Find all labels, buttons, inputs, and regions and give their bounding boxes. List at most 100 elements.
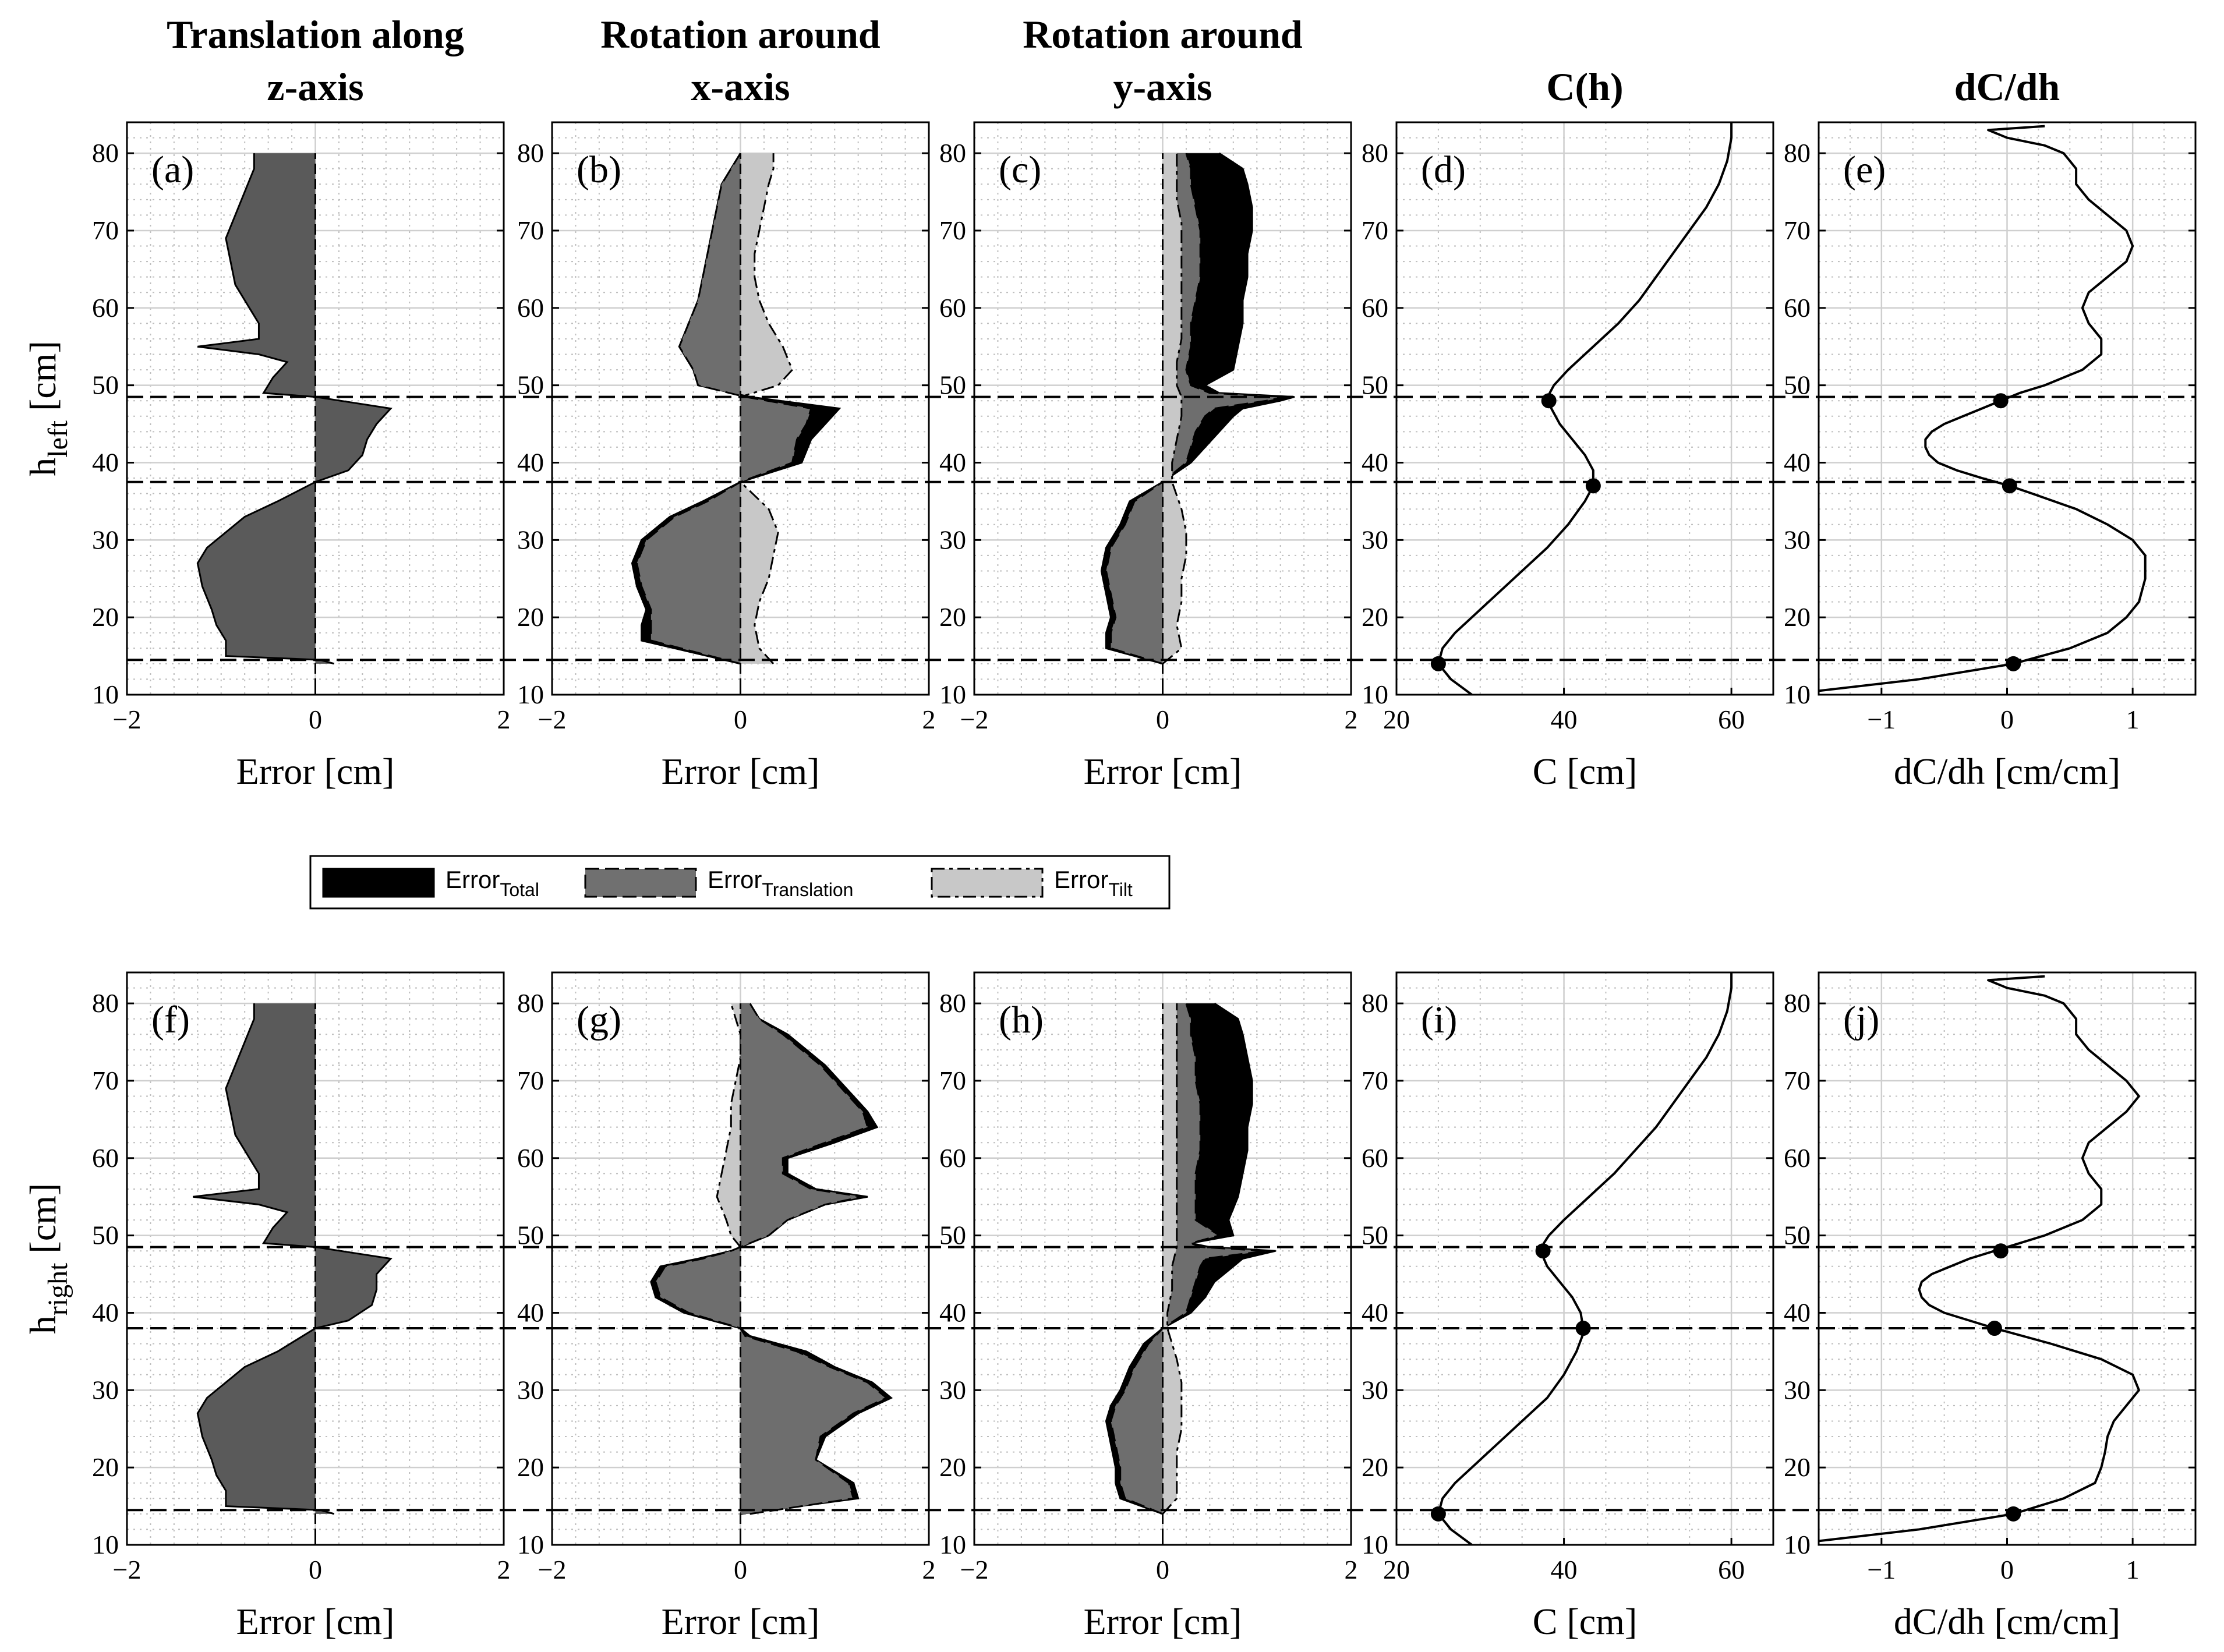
plot-area — [1396, 972, 1773, 1545]
x-tick-label: −2 — [538, 1555, 567, 1584]
y-tick-label: 60 — [517, 293, 544, 323]
y-tick-label: 70 — [517, 1066, 544, 1095]
y-tick-label: 20 — [92, 1452, 119, 1482]
y-tick-label: 30 — [1784, 1375, 1811, 1405]
legend-label-sub: Total — [500, 879, 539, 900]
x-axis-label: dC/dh [cm/cm] — [1894, 751, 2120, 792]
y-tick-label: 70 — [939, 215, 966, 245]
x-tick-label: 0 — [2000, 1555, 2014, 1584]
outline-total — [1100, 152, 1295, 665]
x-tick-label: 0 — [2000, 705, 2014, 734]
x-tick-label: 0 — [1156, 1555, 1169, 1584]
y-tick-label: 10 — [92, 680, 119, 709]
y-tick-label: 10 — [517, 1530, 544, 1559]
y-tick-label: 40 — [1362, 447, 1388, 477]
curve-line — [1437, 972, 1733, 1545]
x-tick-label: 2 — [922, 1555, 936, 1584]
ylabel-unit: [cm] — [22, 1183, 63, 1263]
x-tick-label: −2 — [538, 705, 567, 734]
critical-point — [2006, 656, 2021, 671]
x-tick-label: 60 — [1718, 705, 1745, 734]
y-tick-label: 20 — [1784, 1452, 1811, 1482]
column-title-1-line2: z-axis — [267, 65, 363, 109]
y-tick-label: 40 — [1784, 447, 1811, 477]
panel-label: (c) — [999, 148, 1041, 191]
x-axis-label: Error [cm] — [1084, 751, 1242, 792]
area-translation — [1106, 153, 1285, 664]
x-tick-label: 2 — [1345, 705, 1358, 734]
x-tick-label: −1 — [1867, 1555, 1896, 1584]
x-tick-label: −2 — [113, 1555, 142, 1584]
x-tick-label: 2 — [1345, 1555, 1358, 1584]
y-tick-label: 20 — [517, 1452, 544, 1482]
critical-point — [1535, 1243, 1551, 1259]
row-2-ylabel-text: hright [cm] — [22, 1183, 73, 1334]
x-tick-label: 40 — [1551, 1555, 1578, 1584]
y-tick-label: 40 — [92, 1297, 119, 1327]
y-tick-label: 70 — [1784, 215, 1811, 245]
axes-frame — [1395, 121, 1774, 696]
x-axis-label: Error [cm] — [662, 1601, 820, 1642]
x-axis-label: Error [cm] — [1084, 1601, 1242, 1642]
y-tick-label: 20 — [939, 1452, 966, 1482]
axes-frame — [1395, 971, 1774, 1546]
y-tick-label: 30 — [1362, 1375, 1388, 1405]
x-axis-label: C [cm] — [1533, 1601, 1638, 1642]
y-tick-label: 70 — [1362, 215, 1388, 245]
ylabel-main: h — [22, 1315, 63, 1334]
y-tick-label: 40 — [517, 447, 544, 477]
x-tick-label: −1 — [1867, 705, 1896, 734]
y-tick-label: 80 — [92, 988, 119, 1018]
column-title-5: dC/dh — [1954, 65, 2060, 109]
y-tick-label: 10 — [1784, 1530, 1811, 1559]
critical-point — [1541, 393, 1557, 409]
critical-point — [1430, 656, 1446, 671]
y-tick-label: 80 — [1362, 988, 1388, 1018]
data-layer — [1100, 152, 1295, 689]
panel-label: (a) — [151, 148, 194, 191]
y-tick-label: 80 — [517, 138, 544, 168]
y-tick-label: 20 — [517, 602, 544, 632]
y-tick-label: 70 — [1362, 1066, 1388, 1095]
y-tick-label: 60 — [92, 1143, 119, 1173]
legend-label-sub: Tilt — [1108, 879, 1133, 900]
outline-tilt — [1162, 1003, 1183, 1515]
column-title-2-line2: x-axis — [691, 65, 790, 109]
x-tick-label: 2 — [497, 705, 511, 734]
critical-point — [1430, 1506, 1446, 1522]
outline-translation — [196, 153, 393, 665]
area-translation — [193, 1003, 391, 1514]
y-tick-label: 50 — [939, 370, 966, 400]
y-tick-label: 50 — [1784, 1221, 1811, 1250]
legend-label-translation: ErrorTranslation — [708, 866, 853, 900]
legend-label-main: Error — [445, 866, 500, 893]
outline-total — [1105, 1002, 1276, 1515]
y-tick-label: 80 — [1784, 138, 1811, 168]
x-tick-label: 40 — [1551, 705, 1578, 734]
y-tick-label: 50 — [939, 1221, 966, 1250]
y-tick-label: 30 — [939, 525, 966, 554]
legend: ErrorTotal ErrorTranslation ErrorTilt — [309, 855, 1171, 910]
y-tick-label: 60 — [517, 1143, 544, 1173]
x-tick-label: 2 — [922, 705, 936, 734]
grid — [1818, 972, 2196, 1546]
y-tick-label: 80 — [517, 988, 544, 1018]
y-tick-label: 30 — [92, 1375, 119, 1405]
legend-swatch-tilt — [931, 868, 1044, 898]
x-tick-label: 0 — [309, 705, 322, 734]
panel-label: (h) — [999, 999, 1044, 1041]
column-title-1: Translation along — [167, 12, 464, 56]
x-tick-label: 0 — [309, 1555, 322, 1584]
plot-area — [1396, 122, 1773, 695]
outline-translation — [636, 153, 812, 665]
critical-point — [1585, 478, 1601, 494]
y-tick-label: 10 — [939, 680, 966, 709]
y-tick-label: 50 — [1362, 1221, 1388, 1250]
y-tick-label: 40 — [92, 447, 119, 477]
row-1-ylabel-text: hleft [cm] — [22, 341, 73, 476]
area-tilt — [1162, 153, 1186, 664]
x-tick-label: 1 — [2126, 705, 2140, 734]
critical-point — [2006, 1506, 2021, 1522]
y-tick-label: 60 — [1784, 1143, 1811, 1173]
y-tick-label: 20 — [1362, 602, 1388, 632]
